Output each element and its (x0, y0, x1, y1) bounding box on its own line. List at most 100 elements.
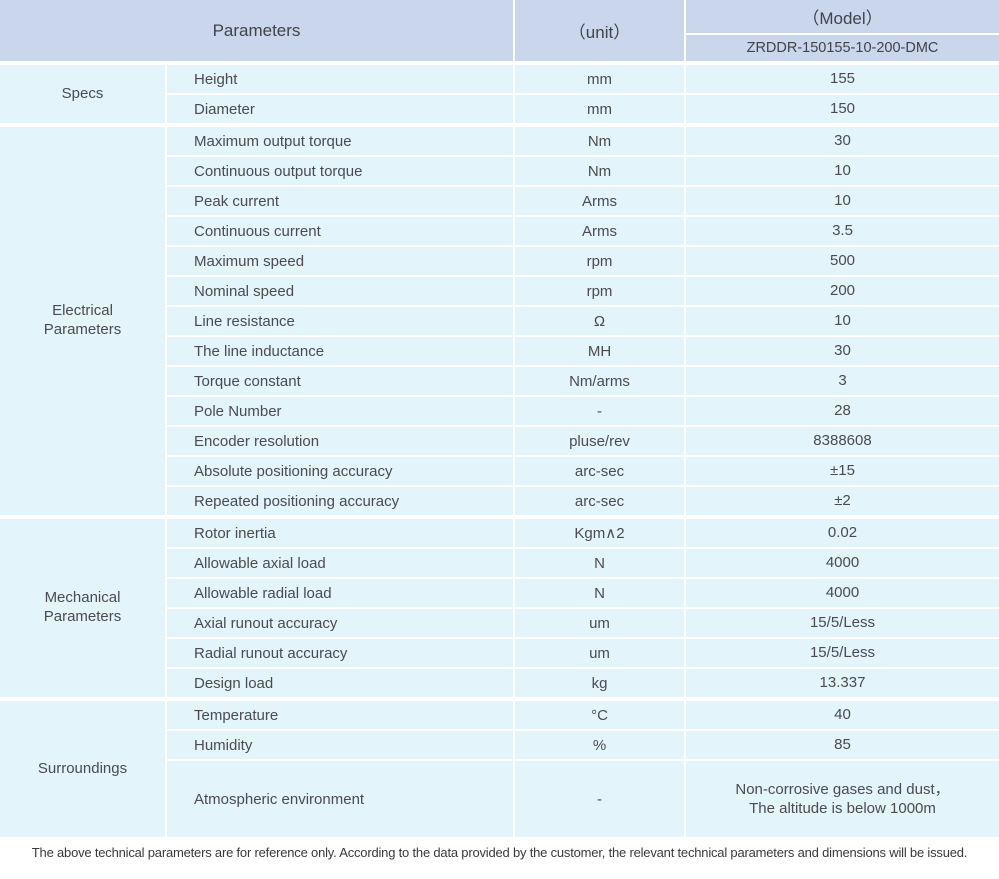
unit-cell: rpm (513, 275, 686, 307)
unit-cell: - (513, 395, 686, 427)
value-cell: 155 (684, 61, 999, 95)
parameter-cell: Diameter (165, 93, 515, 126)
value-cell: 13.337 (684, 667, 999, 700)
parameter-cell: Atmospheric environment (165, 759, 515, 838)
table-body: Specs Height mm 155 Diameter mm 150 Electrical … (0, 61, 999, 838)
header-model: （Model） (684, 0, 999, 35)
header-row-2: ZRDDR-150155-10-200-DMC (0, 33, 999, 64)
table-row: Axial runout accuracy um 15/5/Less (0, 607, 999, 639)
parameter-cell: Pole Number (165, 395, 515, 427)
unit-cell: N (513, 547, 686, 579)
table-row: Torque constant Nm/arms 3 (0, 365, 999, 397)
parameters-table: Parameters （unit） （Model） ZRDDR-150155-1… (0, 0, 999, 838)
value-cell: 28 (684, 395, 999, 427)
table-row: The line inductance MH 30 (0, 335, 999, 367)
value-cell: 200 (684, 275, 999, 307)
unit-cell: arc-sec (513, 485, 686, 518)
table-row: Line resistance Ω 10 (0, 305, 999, 337)
table-row: Continuous output torque Nm 10 (0, 155, 999, 187)
header-unit: （unit） (513, 0, 686, 64)
unit-cell: um (513, 607, 686, 639)
header-parameters: Parameters (0, 0, 515, 64)
unit-cell: % (513, 729, 686, 761)
table-row: Design load kg 13.337 (0, 667, 999, 700)
unit-cell: Nm (513, 155, 686, 187)
parameter-cell: Design load (165, 667, 515, 700)
parameter-cell: Encoder resolution (165, 425, 515, 457)
parameter-cell: Allowable radial load (165, 577, 515, 609)
table-row: Allowable axial load N 4000 (0, 547, 999, 579)
unit-cell: um (513, 637, 686, 669)
table-row: Allowable radial load N 4000 (0, 577, 999, 609)
value-cell: 0.02 (684, 515, 999, 549)
table-row: Continuous current Arms 3.5 (0, 215, 999, 247)
table-header: Parameters （unit） （Model） ZRDDR-150155-1… (0, 0, 999, 64)
value-cell: 40 (684, 697, 999, 731)
parameter-cell: Repeated positioning accuracy (165, 485, 515, 518)
unit-cell: mm (513, 61, 686, 95)
unit-cell: - (513, 759, 686, 838)
table-row: Electrical Parameters Maximum output torq… (0, 123, 999, 518)
group-label: Specs (0, 61, 167, 126)
table-row: Atmospheric environment - Non-corrosive ga… (0, 759, 999, 838)
header-model-value: ZRDDR-150155-10-200-DMC (684, 33, 999, 64)
parameter-cell: Rotor inertia (165, 515, 515, 549)
unit-cell: N (513, 577, 686, 609)
table-row: Repeated positioning accuracy arc-sec ±2 (0, 485, 999, 518)
unit-cell: °C (513, 697, 686, 731)
value-cell: 150 (684, 93, 999, 126)
parameter-cell: Nominal speed (165, 275, 515, 307)
parameter-cell: Maximum output torque (165, 123, 515, 157)
value-cell: 10 (684, 155, 999, 187)
unit-cell: Nm/arms (513, 365, 686, 397)
value-cell: 10 (684, 185, 999, 217)
parameter-cell: Humidity (165, 729, 515, 761)
value-cell: 10 (684, 305, 999, 337)
table-row: Surroundings Temperature °C 40 (0, 697, 999, 838)
parameter-cell: Temperature (165, 697, 515, 731)
value-cell: 15/5/Less (684, 607, 999, 639)
value-cell: 3 (684, 365, 999, 397)
unit-cell: Nm (513, 123, 686, 157)
unit-cell: mm (513, 93, 686, 126)
value-cell: 4000 (684, 577, 999, 609)
value-cell: 500 (684, 245, 999, 277)
header-row-1: Parameters （unit） （Model） (0, 0, 999, 64)
parameter-cell: Continuous current (165, 215, 515, 247)
parameter-cell: Peak current (165, 185, 515, 217)
unit-cell: pluse/rev (513, 425, 686, 457)
unit-cell: kg (513, 667, 686, 700)
parameter-cell: Continuous output torque (165, 155, 515, 187)
value-cell: 30 (684, 335, 999, 367)
unit-cell: Ω (513, 305, 686, 337)
footnote-text: The above technical parameters are for r… (31, 845, 968, 860)
table-row: Specs Height mm 155 (0, 61, 999, 126)
unit-cell: rpm (513, 245, 686, 277)
value-cell: Non-corrosive gases and dust， The altitu… (684, 759, 999, 838)
group-label: Electrical Parameters (0, 123, 167, 518)
value-cell: 85 (684, 729, 999, 761)
table-row: Nominal speed rpm 200 (0, 275, 999, 307)
value-cell: 8388608 (684, 425, 999, 457)
group-label: Mechanical Parameters (0, 515, 167, 700)
group-label: Surroundings (0, 697, 167, 838)
parameter-cell: The line inductance (165, 335, 515, 367)
unit-cell: Arms (513, 185, 686, 217)
parameter-cell: Absolute positioning accuracy (165, 455, 515, 487)
table-row: Radial runout accuracy um 15/5/Less (0, 637, 999, 669)
value-cell: 4000 (684, 547, 999, 579)
unit-cell: Arms (513, 215, 686, 247)
unit-cell: Kgm∧2 (513, 515, 686, 549)
table-row: Peak current Arms 10 (0, 185, 999, 217)
parameter-cell: Torque constant (165, 365, 515, 397)
parameter-cell: Height (165, 61, 515, 95)
table-row: Pole Number -28 (0, 395, 999, 427)
value-cell: 15/5/Less (684, 637, 999, 669)
table-row: Encoder resolution pluse/rev 8388608 (0, 425, 999, 457)
table-row: Mechanical Parameters Rotor inertia Kgm∧2 0… (0, 515, 999, 700)
table-row: Humidity% 85 (0, 729, 999, 761)
parameter-cell: Allowable axial load (165, 547, 515, 579)
table-row: Maximum speed rpm 500 (0, 245, 999, 277)
parameter-cell: Axial runout accuracy (165, 607, 515, 639)
